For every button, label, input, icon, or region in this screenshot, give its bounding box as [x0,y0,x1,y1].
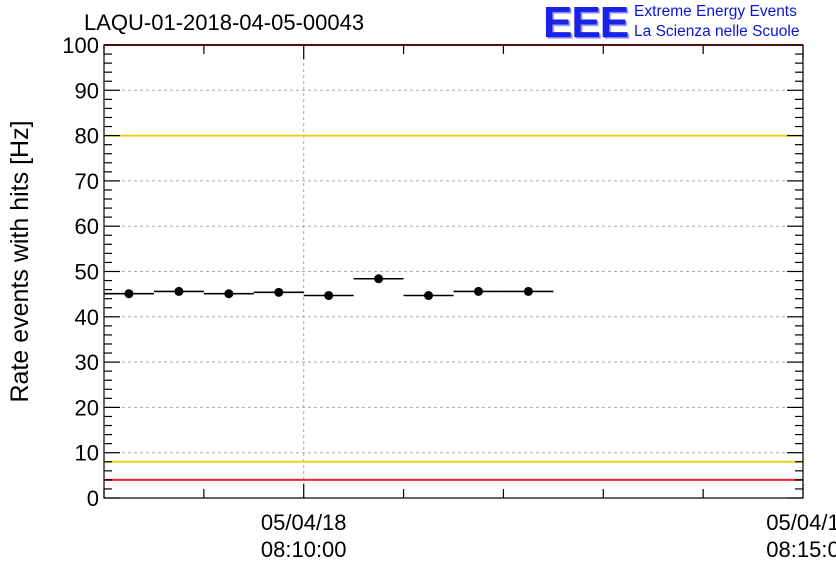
data-point [274,287,284,297]
logo-line-1: Extreme Energy Events [634,3,797,20]
y-tick-label: 90 [75,78,99,103]
logo-line-2: La Scienza nelle Scuole [634,23,800,40]
data-point [523,286,533,296]
data-point [174,286,184,296]
y-tick-label: 30 [75,350,99,375]
y-tick-label: 80 [75,124,99,149]
data-point [324,291,334,301]
eee-logo-text: Extreme Energy Events La Scienza nelle S… [634,2,799,42]
data-point [124,289,134,299]
x-tick-label-date: 05/04/1 [766,510,836,535]
y-tick-label: 70 [75,169,99,194]
data-series [104,274,554,301]
eee-logo-mark: EEE [543,0,629,47]
grid [104,45,803,498]
y-tick-label: 40 [75,305,99,330]
reference-lines [104,44,803,481]
data-point [424,291,434,301]
data-point [473,286,483,296]
y-axis-label: Rate events with hits [Hz] [6,120,34,402]
y-tick-label: 0 [87,486,99,511]
data-point [224,289,234,299]
y-tick-label: 60 [75,214,99,239]
chart-title: LAQU-01-2018-04-05-00043 [84,10,365,35]
y-tick-label: 10 [75,441,99,466]
x-tick-label-time: 08:15:0 [766,537,836,562]
data-point [374,274,384,284]
y-tick-label: 100 [62,33,99,58]
x-tick-label-time: 08:10:00 [261,537,347,562]
axes [103,44,804,499]
x-tick-label-date: 05/04/18 [261,510,347,535]
eee-logo: EEE Extreme Energy Events La Scienza nel… [543,0,800,46]
y-tick-label: 50 [75,260,99,285]
y-tick-label: 20 [75,395,99,420]
